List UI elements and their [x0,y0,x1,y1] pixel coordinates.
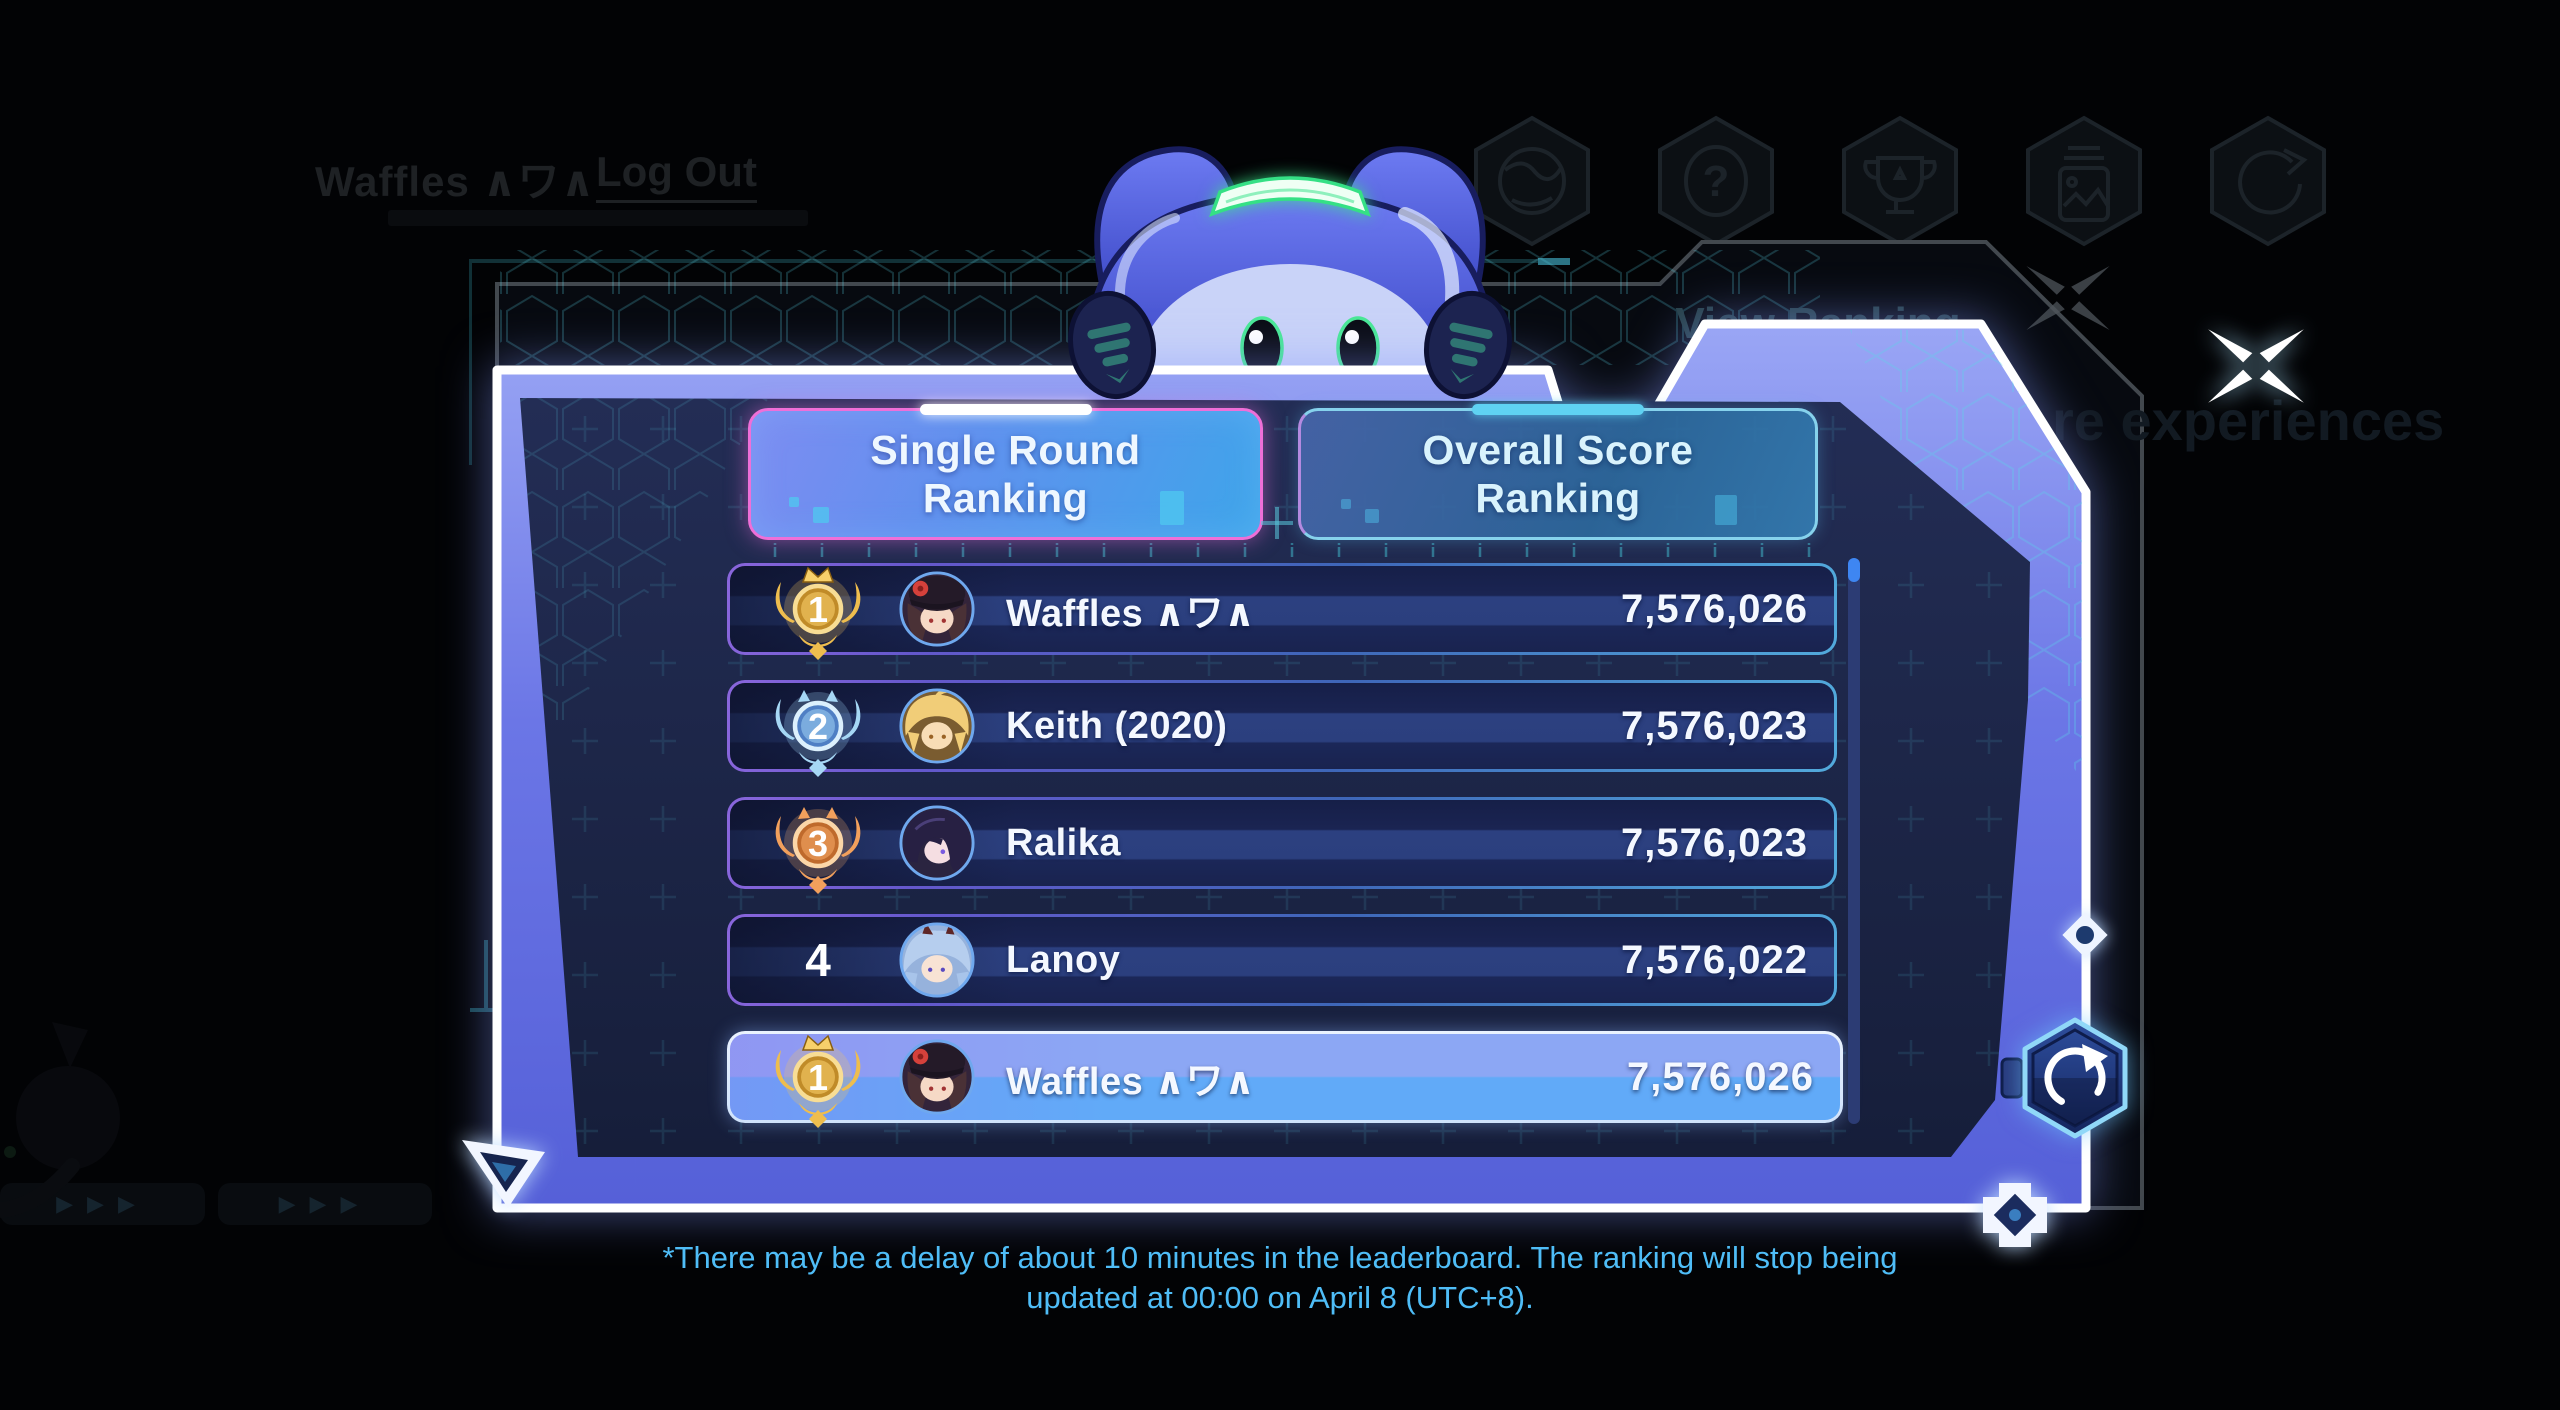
background-nav-icons: ? [1474,115,2326,247]
background-username: Waffles ∧ワ∧ [315,158,596,205]
tab-label-line1: Single Round [870,427,1141,473]
rank-3-badge: 3 [764,791,872,895]
background-experiences-text: re experiences [2052,389,2444,452]
table-row: 2 Keith (2020) 7,576,023 [727,680,1837,777]
player-score: 7,576,023 [1621,703,1808,748]
tab-decor [1341,499,1351,509]
tab-label-line2: Ranking [922,475,1089,521]
player-name: Waffles ∧ワ∧ [1006,592,1256,635]
plus-mark-decoration [1261,507,1293,539]
help-icon[interactable]: ? [1658,115,1774,247]
rank-2-badge: 2 [764,674,872,778]
refresh-button[interactable] [1985,1000,2155,1170]
player-score: 7,576,023 [1621,820,1808,865]
svg-text:1: 1 [808,589,828,630]
border-diamond-decoration [2062,912,2108,958]
refresh-icon [2044,1044,2108,1109]
player-name: Lanoy [1006,938,1121,981]
tab-overall-score-ranking[interactable]: Overall Score Ranking [1298,404,1818,540]
player-avatar [898,687,976,765]
player-name: Ralika [1006,821,1121,864]
svg-text:2: 2 [808,706,828,747]
rank-1-badge: 1 [764,1025,872,1129]
tab-decor [1365,509,1379,523]
tab-decor [1715,495,1737,525]
background-emblem [0,1022,120,1218]
player-score: 7,576,026 [1627,1054,1814,1099]
background-frame-line-vertical [469,259,472,465]
svg-text:3: 3 [808,823,828,864]
player-avatar [898,804,976,882]
tab-label-line1: Overall Score [1422,427,1694,473]
tab-notch [1472,404,1644,415]
tab-decor [813,507,829,523]
leaderboard-footnote: *There may be a delay of about 10 minute… [0,1238,2560,1318]
border-plus-decoration [1983,1183,2047,1247]
background-subtext-strip [388,210,808,226]
backdrop-x-decoration [2026,266,2110,330]
player-avatar [898,1038,976,1116]
background-corner-bracket [484,940,488,1012]
exit-icon[interactable] [2210,115,2326,247]
border-triangle-decoration [462,1140,545,1208]
rank-1-badge: 1 [764,557,872,661]
mascot-headband [1209,176,1371,218]
footnote-line2: updated at 00:00 on April 8 (UTC+8). [1026,1280,1534,1315]
background-corner-bracket [470,1008,500,1012]
language-icon[interactable] [1474,115,1590,247]
tab-label-line2: Ranking [1475,475,1641,521]
svg-text:?: ? [1703,157,1730,206]
tab-decor [789,497,799,507]
close-icon [2208,329,2304,403]
player-avatar [898,921,976,999]
close-button[interactable] [2190,300,2330,440]
table-row: 4 Lanoy 7,576,022 [727,914,1837,1006]
svg-text:1: 1 [808,1057,828,1098]
footnote-line1: *There may be a delay of about 10 minute… [662,1240,1898,1275]
player-avatar [898,570,976,648]
table-row-current-player: 1 Waffles ∧ワ∧ 7,576,026 [727,1031,1843,1128]
tab-notch [919,404,1092,415]
player-score: 7,576,022 [1621,937,1808,982]
player-name: Keith (2020) [1006,704,1228,747]
tab-decor [1160,491,1184,525]
ranking-list[interactable]: 1 Waffles ∧ワ∧ 7,576,026 2 [727,563,1847,1148]
player-score: 7,576,026 [1621,586,1808,631]
tab-single-round-ranking[interactable]: Single Round Ranking [748,404,1263,540]
background-pager-right[interactable]: ▶▶▶ [218,1183,432,1225]
rank-4-number: 4 [805,934,831,986]
table-row: 3 Ralika 7,576,023 [727,797,1837,894]
trophy-icon[interactable] [1842,115,1958,247]
scrollbar-track[interactable] [1848,558,1860,1124]
player-name: Waffles ∧ワ∧ [1006,1060,1256,1103]
gallery-icon[interactable] [2026,115,2142,247]
scrollbar-thumb[interactable] [1848,558,1860,582]
logout-link[interactable]: Log Out [596,148,757,203]
table-row: 1 Waffles ∧ワ∧ 7,576,026 [727,563,1837,660]
